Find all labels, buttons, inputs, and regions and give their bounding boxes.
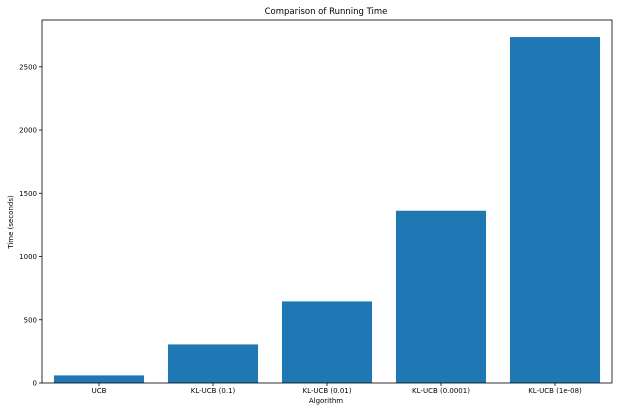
bar-2 [281, 301, 373, 383]
x-tick-label: KL-UCB (0.0001) [412, 387, 470, 395]
y-tick-label: 2500 [19, 63, 37, 71]
y-tick-label: 2000 [19, 127, 37, 135]
x-axis-title: Algorithm [309, 397, 343, 405]
y-tick-label: 500 [24, 316, 37, 324]
plot-area: UCB KL-UCB (0.1) KL-UCB (0.01) KL-UCB (0.00… [19, 19, 613, 395]
axes-frame [41, 19, 613, 384]
y-axis-title: Time (seconds) [7, 195, 15, 250]
x-tick-label: KL-UCB (1e-08) [528, 387, 582, 395]
bar-1 [167, 344, 259, 383]
x-tick-label: KL-UCB (0.1) [191, 387, 236, 395]
y-tick-label: 1000 [19, 253, 37, 261]
bar-3 [395, 210, 487, 383]
y-tick-label: 0 [33, 380, 37, 388]
y-tick-label: 1500 [19, 190, 37, 198]
x-tick-label: KL-UCB (0.01) [303, 387, 352, 395]
bar-0 [53, 375, 145, 383]
chart-title: Comparison of Running Time [265, 7, 388, 17]
bar-4 [509, 37, 601, 383]
x-tick-label: UCB [92, 387, 107, 395]
